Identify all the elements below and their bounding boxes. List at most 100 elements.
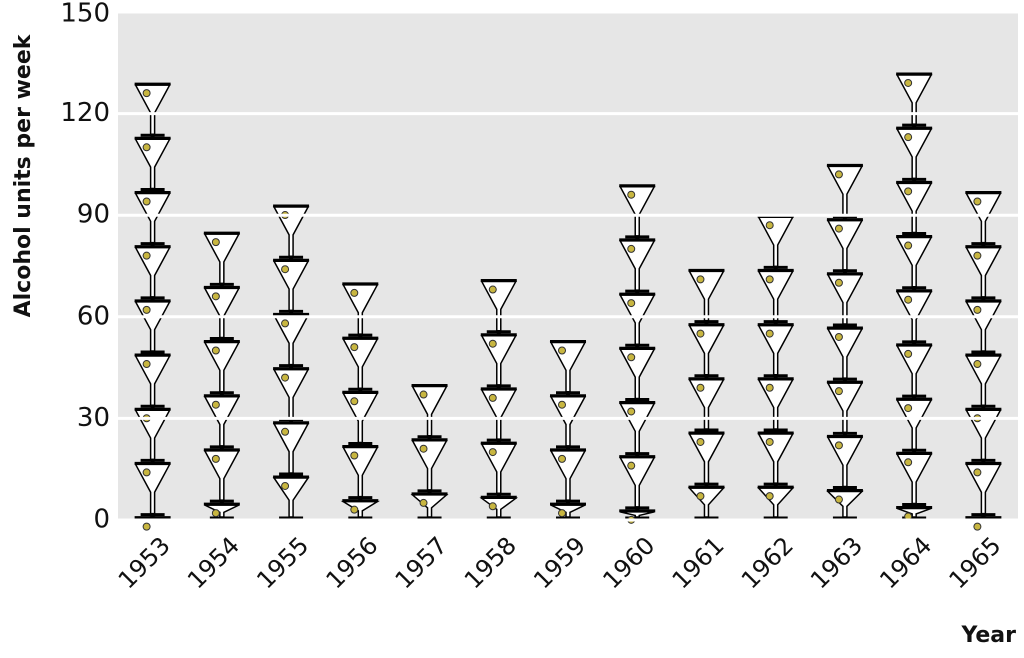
olive [973,305,982,314]
glass-stack [340,282,380,520]
olive [488,448,497,457]
olive [834,441,843,450]
olive [834,387,843,396]
olive [142,197,151,206]
olive [350,343,359,352]
marks [134,72,1002,531]
glass-stack [965,190,1002,531]
olive [142,468,151,477]
olive [834,278,843,287]
olive [350,288,359,297]
olive [973,468,982,477]
x-tick-label: 1962 [736,531,799,594]
olive [627,244,636,253]
olive [904,241,913,250]
olive [904,349,913,358]
x-tick-label: 1958 [459,531,522,594]
olive [211,238,220,247]
olive [281,481,290,490]
olive [142,89,151,98]
y-tick-label: 120 [60,98,110,128]
olive [211,454,220,463]
x-tick-label: 1965 [944,531,1007,594]
olive [696,492,705,501]
olive [904,295,913,304]
olive [904,78,913,87]
glass-stack [479,279,519,520]
olive [627,299,636,308]
olive [558,509,566,518]
glass-stack [549,340,587,520]
olive [904,187,913,196]
olive [834,332,843,341]
olive [834,495,843,504]
olive [142,305,151,314]
olive [627,190,636,199]
olive [488,285,497,294]
glass-stack [272,204,310,520]
y-tick-label: 90 [77,200,110,230]
x-axis-label: Year [960,623,1016,648]
olive [904,404,913,413]
olive [488,502,497,511]
olive [281,265,290,274]
y-tick-label: 0 [93,505,110,535]
olive [696,329,705,338]
olive [627,461,636,470]
x-tick-label: 1957 [390,531,453,594]
x-tick-label: 1955 [251,531,314,594]
x-tick-label: 1964 [874,531,937,594]
olive [973,522,982,531]
y-axis-label: Alcohol units per week [11,33,36,317]
olive [142,143,151,152]
olive [765,437,774,446]
olive [696,437,705,446]
y-tick-label: 150 [60,0,110,29]
y-tick-label: 60 [77,301,110,331]
olive [696,275,705,284]
olive [696,383,705,392]
olive [973,251,982,260]
glass-stack [410,384,449,520]
y-tick-label: 30 [77,403,110,433]
olive [627,407,636,416]
x-tick-label: 1963 [805,531,868,594]
x-tick-label: 1956 [321,531,384,594]
olive [281,319,290,328]
olive [558,346,566,355]
olive [765,275,774,284]
olive [211,346,220,355]
olive [765,329,774,338]
olive [765,492,774,501]
olive [419,498,428,507]
olive [834,170,843,179]
olive [211,509,220,518]
olive [211,292,220,301]
glass-stack [826,163,864,520]
olive [142,360,151,369]
olive [419,390,428,399]
glass-stack [687,268,726,520]
olive [904,458,913,467]
olive [281,427,290,436]
olive [558,400,566,409]
olive [350,505,359,514]
olive [627,353,636,362]
x-tick-label: 1954 [182,531,245,594]
olive [211,400,220,409]
olive [488,393,497,402]
olive [765,221,774,230]
olive [904,133,913,142]
olive [834,224,843,233]
olive [488,339,497,348]
olive [765,383,774,392]
x-tick-label: 1959 [528,531,591,594]
glass-stack [203,231,241,520]
olive [142,251,151,260]
olive [973,197,982,206]
glass-stack [757,214,795,520]
olive [350,397,359,406]
olive [281,373,290,382]
glass-stack [134,82,171,531]
